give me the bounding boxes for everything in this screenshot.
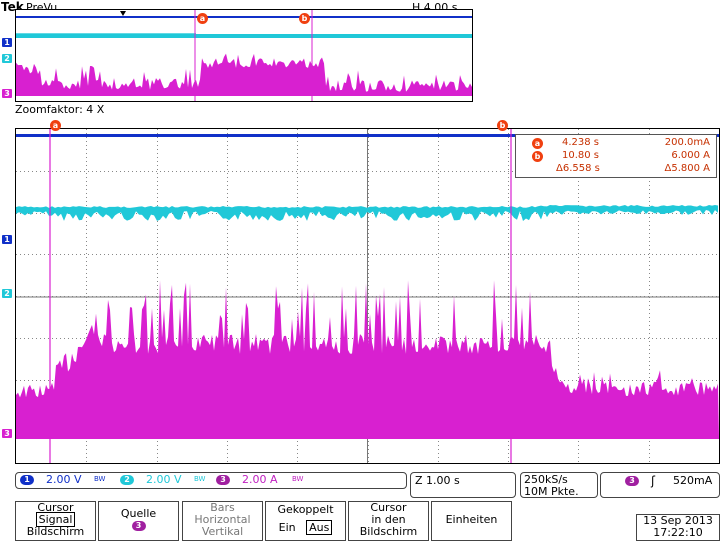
readout-a-icon: a: [532, 138, 543, 149]
cursor-screen-l3: Bildschirm: [359, 525, 418, 538]
overview-waveforms: [16, 10, 472, 101]
ch2-scale[interactable]: 2.00 V: [146, 473, 182, 486]
zoom-cursor-a-icon[interactable]: a: [50, 120, 61, 131]
units-button[interactable]: Einheiten: [431, 501, 512, 541]
units-label: Einheiten: [445, 513, 498, 526]
zoom-display[interactable]: [15, 128, 720, 464]
zoom-timebase[interactable]: Z 1.00 s: [410, 472, 516, 498]
overview-ch1-trace: [16, 16, 472, 18]
overview-ch2-marker[interactable]: 2: [2, 54, 12, 63]
cursor-screen-l2: in den: [371, 513, 406, 526]
bars-button[interactable]: Bars Horizontal Vertikal: [182, 501, 263, 541]
ch1-bw-icon: BW: [94, 475, 106, 483]
zoom-cursor-b-icon[interactable]: b: [497, 120, 508, 131]
zoom-time-scale: Z 1.00 s: [415, 474, 460, 487]
trigger-level: 520mA: [673, 474, 713, 487]
trigger-info[interactable]: 3 ʃ 520mA: [600, 472, 720, 498]
linked-button[interactable]: Gekoppelt Ein Aus: [265, 501, 346, 541]
ch2-chip: 2: [120, 475, 134, 485]
rising-edge-icon: ʃ: [651, 474, 656, 488]
zoom-ch1-trace: [16, 134, 719, 137]
acquisition-info[interactable]: 250kS/s 10M Pkte.: [520, 472, 598, 498]
readout-a-time: 4.238 s: [562, 137, 600, 148]
overview-display[interactable]: [15, 9, 473, 102]
cursor-readout: a 4.238 s 200.0mA b 10.80 s 6.000 A Δ6.5…: [515, 134, 717, 178]
bars-title: Bars: [210, 501, 235, 514]
datetime-display: 13 Sep 2013 17:22:10: [636, 514, 720, 541]
readout-b-icon: b: [532, 151, 543, 162]
overview-ch3-marker[interactable]: 3: [2, 89, 12, 98]
zoom-ch2-trace: [16, 205, 718, 221]
readout-delta-time: Δ6.558 s: [556, 163, 600, 174]
ch1-scale[interactable]: 2.00 V: [46, 473, 82, 486]
time-label: 17:22:10: [653, 526, 703, 539]
linked-title: Gekoppelt: [277, 503, 334, 516]
overview-cursor-b-icon[interactable]: b: [299, 13, 310, 24]
record-length: 10M Pkte.: [524, 485, 579, 498]
source-title: Quelle: [120, 507, 157, 520]
cursor-mode-title: Cursor: [37, 501, 74, 514]
readout-b-time: 10.80 s: [562, 150, 600, 161]
cursor-mode-signal: Signal: [35, 512, 76, 527]
sample-rate: 250kS/s: [524, 473, 568, 486]
zoom-position-icon: [120, 11, 126, 16]
zoom-factor-label: Zoomfaktor: 4 X: [15, 103, 105, 116]
ch1-chip: 1: [20, 475, 34, 485]
readout-delta-value: Δ5.800 A: [664, 163, 711, 174]
zoom-ch3-marker[interactable]: 3: [2, 429, 12, 438]
readout-b-value: 6.000 A: [671, 150, 710, 161]
linked-off: Aus: [306, 520, 333, 535]
trigger-source-chip: 3: [625, 476, 639, 486]
bars-horizontal: Horizontal: [194, 513, 251, 526]
readout-a-value: 200.0mA: [664, 137, 710, 148]
cursor-mode-screen: Bildschirm: [26, 525, 85, 538]
ch3-scale[interactable]: 2.00 A: [242, 473, 278, 486]
ch3-bw-icon: BW: [292, 475, 304, 483]
overview-ch2-trace: [16, 34, 472, 38]
overview-ch3-trace: [16, 53, 472, 96]
source-button[interactable]: Quelle 3: [98, 501, 179, 541]
overview-cursor-a-icon[interactable]: a: [197, 13, 208, 24]
cursor-to-screen-button[interactable]: Cursor in den Bildschirm: [348, 501, 429, 541]
channel-scale-bar[interactable]: 1 2.00 V BW 2 2.00 V BW 3 2.00 A BW: [15, 472, 407, 489]
overview-ch1-marker[interactable]: 1: [2, 38, 12, 47]
cursor-screen-l1: Cursor: [370, 501, 407, 514]
cursor-mode-button[interactable]: Cursor Signal Bildschirm: [15, 501, 96, 541]
zoom-ch1-marker[interactable]: 1: [2, 235, 12, 244]
linked-on: Ein: [278, 521, 296, 534]
ch2-bw-icon: BW: [194, 475, 206, 483]
zoom-waveforms: [16, 129, 719, 463]
zoom-ch3-trace: [16, 280, 719, 439]
ch3-chip: 3: [216, 475, 230, 485]
date-label: 13 Sep 2013: [643, 514, 713, 527]
bars-vertical: Vertikal: [201, 525, 244, 538]
zoom-ch2-marker[interactable]: 2: [2, 289, 12, 298]
source-ch3-chip: 3: [131, 521, 146, 531]
